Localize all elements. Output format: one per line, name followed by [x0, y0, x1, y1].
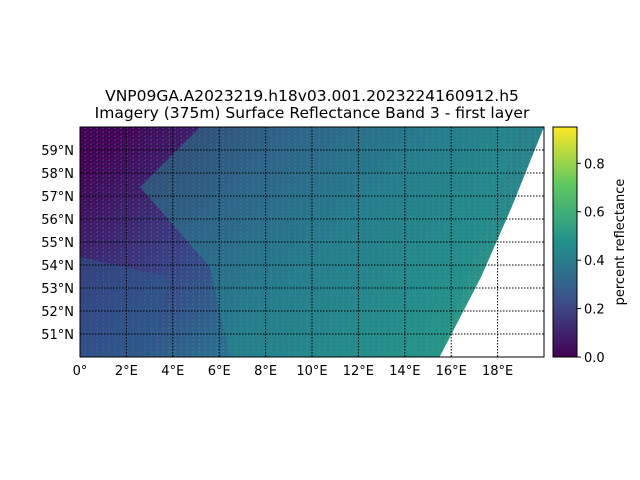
colorbar-tick-label: 0.4	[584, 254, 605, 269]
y-tick-label: 51°N	[41, 328, 74, 343]
x-tick-label: 16°E	[436, 364, 467, 379]
x-tick-label: 6°E	[208, 364, 231, 379]
y-tick-label: 58°N	[41, 167, 74, 182]
y-tick-label: 55°N	[41, 236, 74, 251]
chart-subtitle: Imagery (375m) Surface Reflectance Band …	[94, 104, 530, 122]
x-tick-label: 14°E	[389, 364, 420, 379]
map-image	[80, 127, 544, 357]
y-axis: 51°N 52°N 53°N 54°N 55°N 56°N 57°N 58°N 59°N	[41, 144, 74, 343]
x-tick-label: 4°E	[161, 364, 184, 379]
y-tick-label: 59°N	[41, 144, 74, 159]
colorbar: 0.0 0.2 0.4 0.6 0.8 percent reflectance	[552, 126, 628, 366]
colorbar-tick-label: 0.8	[584, 157, 605, 172]
x-tick-label: 0°	[73, 364, 88, 379]
x-tick-label: 12°E	[343, 364, 374, 379]
colorbar-tick-label: 0.6	[584, 206, 605, 221]
x-tick-label: 10°E	[296, 364, 327, 379]
y-tick-label: 53°N	[41, 282, 74, 297]
x-tick-label: 2°E	[115, 364, 138, 379]
colorbar-tick-label: 0.2	[584, 303, 605, 318]
map-lower-left-region	[80, 257, 170, 357]
colorbar-tick-label: 0.0	[584, 351, 605, 366]
y-tick-label: 54°N	[41, 259, 74, 274]
y-tick-label: 52°N	[41, 305, 74, 320]
plot-frame	[79, 126, 545, 358]
map-plot-area	[79, 126, 545, 358]
y-tick-label: 56°N	[41, 213, 74, 228]
x-axis: 0° 2°E 4°E 6°E 8°E 10°E 12°E 14°E 16°E 18°E	[73, 364, 514, 379]
y-tick-label: 57°N	[41, 190, 74, 205]
x-tick-label: 8°E	[254, 364, 277, 379]
colorbar-label: percent reflectance	[613, 179, 628, 306]
colorbar-bar	[552, 126, 578, 358]
chart-title: VNP09GA.A2023219.h18v03.001.202322416091…	[105, 87, 519, 105]
no-data-region	[439, 127, 544, 357]
x-tick-label: 18°E	[482, 364, 513, 379]
